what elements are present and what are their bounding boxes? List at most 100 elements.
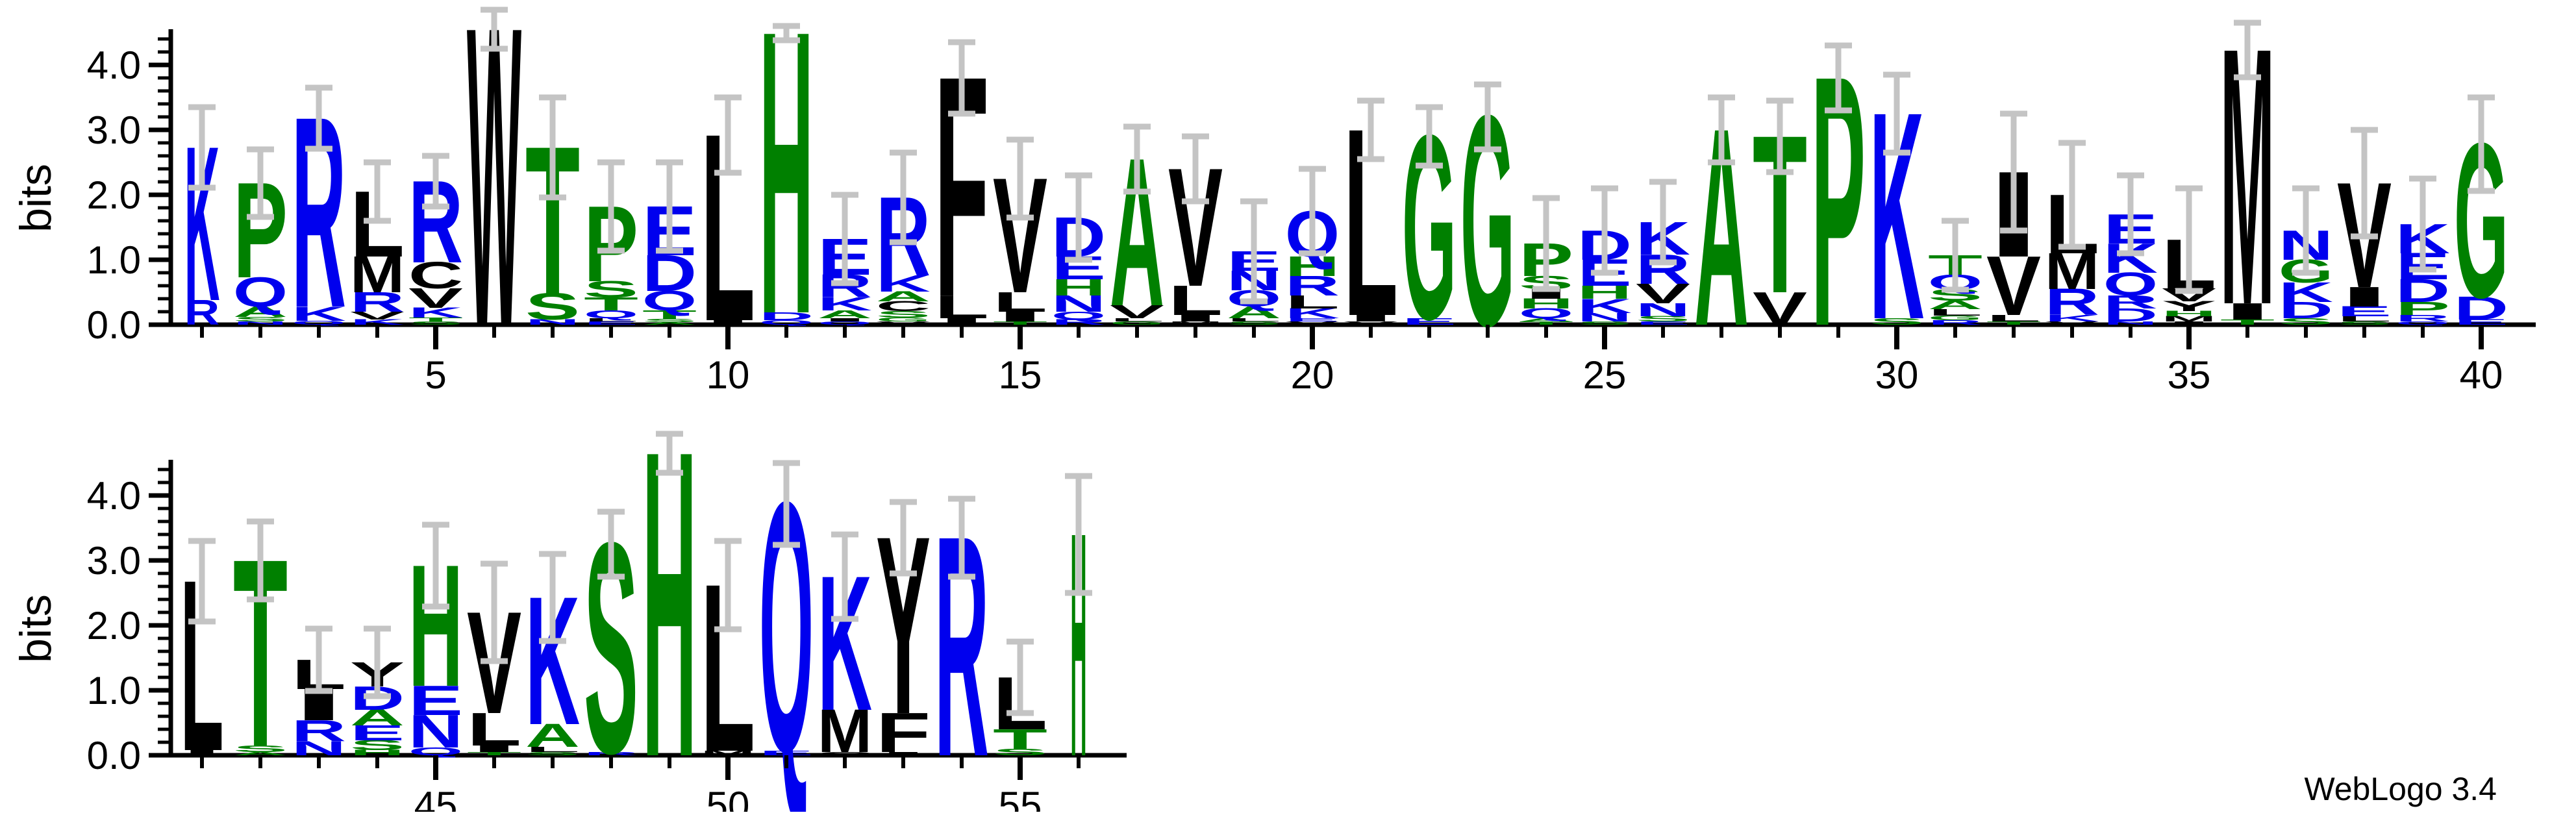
- residue-glyph-D: D: [642, 245, 697, 303]
- logo-column-11: QDH: [759, 0, 814, 399]
- residue-glyph-L: L: [1227, 317, 1281, 322]
- residue-glyph-R: R: [1285, 270, 1340, 302]
- residue-glyph-R: R: [292, 714, 346, 747]
- residue-glyph-N: N: [525, 318, 580, 327]
- residue-glyph-N: N: [408, 705, 463, 757]
- residue-glyph-K: K: [2279, 277, 2333, 308]
- error-bar: [2058, 140, 2086, 250]
- residue-glyph-G: G: [876, 316, 931, 323]
- residue-glyph-L: L: [584, 317, 638, 322]
- residue-glyph-M: M: [1168, 320, 1223, 325]
- residue-glyph-L: L: [1285, 292, 1340, 312]
- residue-glyph-K: K: [350, 318, 405, 327]
- logo-column-42: AST: [233, 503, 288, 803]
- logo-column-6: W: [467, 0, 522, 416]
- logo-column-36: TIM: [2220, 0, 2275, 381]
- error-bar: [1182, 133, 1209, 205]
- error-bar: [597, 508, 625, 580]
- logo-column-29: P: [1811, 1, 1866, 401]
- error-bar: [539, 551, 566, 644]
- residue-glyph-A: A: [818, 308, 872, 320]
- residue-glyph-S: S: [1227, 320, 1281, 325]
- error-bar: [364, 159, 391, 224]
- logo-column-31: RGLASQT: [1928, 218, 1982, 326]
- logo-column-24: TAQHISP: [1519, 195, 1573, 326]
- residue-glyph-L: L: [1986, 313, 2041, 323]
- logo-column-44: HSEADY: [350, 625, 405, 757]
- residue-glyph-H: H: [2162, 310, 2216, 318]
- residue-glyph-R: R: [2103, 292, 2158, 312]
- residue-glyph-E: E: [2454, 318, 2508, 327]
- residue-glyph-Q: Q: [2395, 320, 2450, 325]
- error-bar: [714, 94, 742, 176]
- residue-glyph-S: S: [876, 309, 931, 320]
- residue-glyph-D: D: [2279, 297, 2333, 323]
- error-bar: [890, 149, 917, 245]
- residue-glyph-E: E: [584, 320, 638, 325]
- error-bar: [188, 538, 216, 625]
- residue-glyph-E: E: [1285, 317, 1340, 322]
- residue-glyph-V: V: [350, 309, 405, 321]
- residue-glyph-S: S: [584, 276, 638, 303]
- residue-glyph-M: M: [2045, 243, 2099, 301]
- residue-glyph-I: I: [2162, 320, 2216, 325]
- x-tick-label: 40: [2460, 353, 2503, 397]
- logo-column-14: ILF: [934, 10, 989, 362]
- error-bar: [2000, 110, 2027, 234]
- residue-glyph-P: P: [2395, 298, 2450, 319]
- residue-glyph-Q: Q: [2103, 266, 2158, 303]
- error-bar: [1825, 42, 1852, 114]
- residue-glyph-R: R: [2395, 313, 2450, 323]
- logo-column-19: SLAQNE: [1227, 198, 1281, 326]
- residue-glyph-C: C: [818, 751, 872, 756]
- logo-column-52: CMK: [818, 531, 872, 765]
- residue-glyph-V: V: [1344, 320, 1398, 325]
- residue-glyph-I: I: [180, 749, 223, 757]
- residue-glyph-S: S: [1636, 315, 1690, 323]
- residue-glyph-Q: Q: [1519, 306, 1573, 321]
- x-tick-label: 50: [707, 784, 750, 812]
- logo-column-53: IFY: [876, 483, 931, 767]
- error-bar: [948, 39, 975, 117]
- error-bar: [305, 625, 332, 694]
- x-tick-label: 30: [1875, 353, 1919, 397]
- residue-glyph-I: I: [701, 319, 755, 326]
- error-bar: [2175, 185, 2203, 294]
- residue-glyph-I: I: [993, 309, 1047, 325]
- residue-glyph-R: R: [1051, 318, 1106, 327]
- residue-glyph-H: H: [759, 0, 814, 399]
- residue-glyph-K: K: [818, 294, 872, 314]
- logo-column-3: QKR: [292, 60, 346, 365]
- residue-glyph-W: W: [467, 0, 522, 416]
- residue-glyph-S: S: [993, 747, 1047, 757]
- error-bar: [1766, 97, 1794, 175]
- residue-glyph-S: S: [2337, 320, 2392, 325]
- residue-glyph-I: I: [1344, 313, 1398, 323]
- residue-glyph-L: L: [993, 286, 1047, 318]
- residue-glyph-A: A: [233, 303, 288, 320]
- y-axis-label-row2: bits: [11, 594, 60, 663]
- residue-glyph-D: D: [2454, 290, 2508, 327]
- residue-glyph-N: N: [233, 320, 288, 325]
- error-bar: [1065, 473, 1092, 596]
- error-bar: [481, 560, 508, 664]
- residue-glyph-L: L: [1168, 277, 1223, 324]
- x-tick-label: 55: [999, 784, 1042, 812]
- logo-column-37: SDKGN: [2279, 185, 2333, 327]
- residue-glyph-I: I: [818, 317, 872, 322]
- residue-glyph-M: M: [2162, 315, 2216, 323]
- residue-glyph-I: I: [2337, 281, 2392, 313]
- y-tick-label: 0.0: [87, 303, 141, 347]
- error-bar: [188, 104, 216, 191]
- logo-column-12: QIAKRE: [818, 192, 872, 326]
